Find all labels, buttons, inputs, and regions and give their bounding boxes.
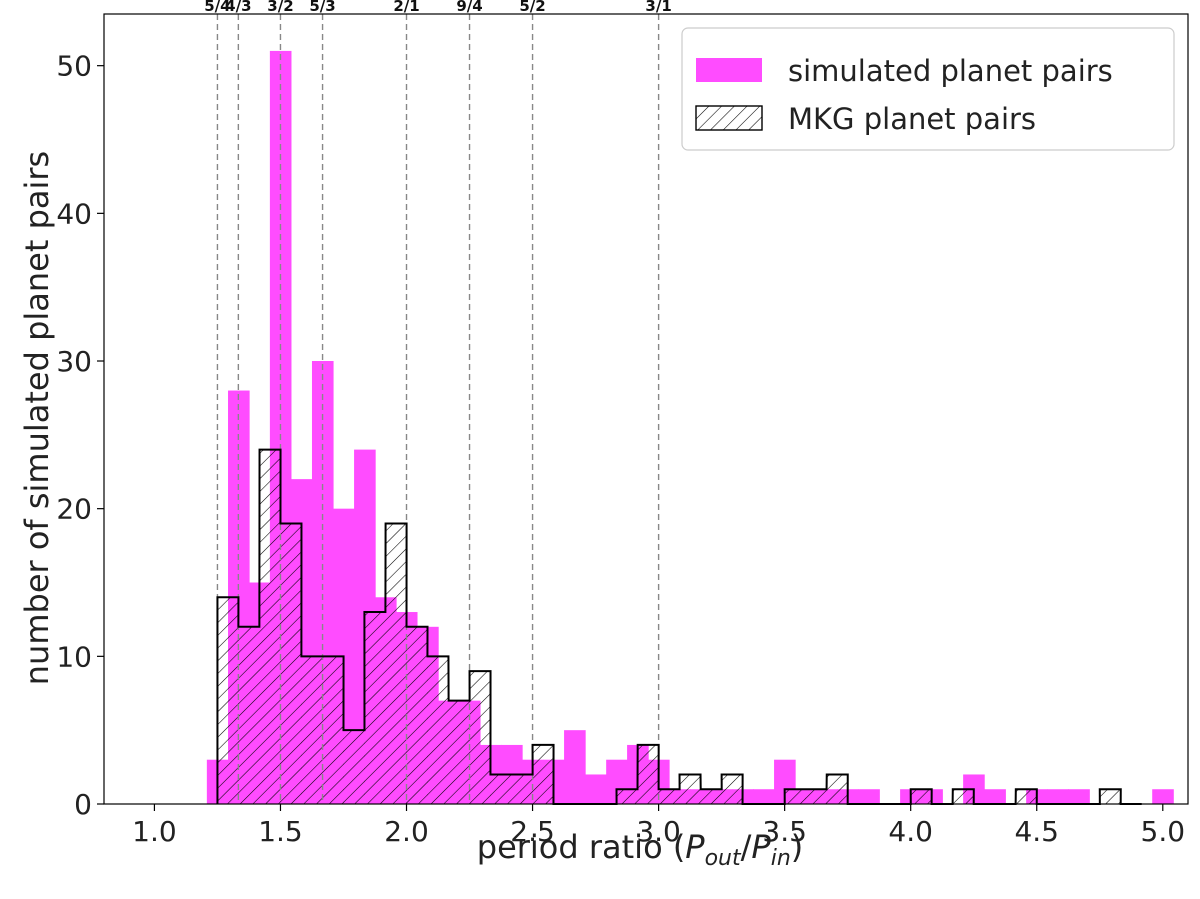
simulated-bar [1152, 789, 1174, 804]
x-tick-label: 2.0 [384, 815, 429, 848]
simulated-bar [564, 730, 586, 804]
y-tick-label: 10 [56, 640, 92, 673]
resonance-lines-group [216, 14, 660, 804]
mkg-bar [301, 656, 323, 804]
mkg-bar [364, 612, 386, 804]
mkg-bar [679, 774, 701, 804]
mkg-bar [1099, 789, 1122, 804]
resonance-label: 4/3 [225, 0, 251, 15]
y-tick-label: 40 [56, 197, 92, 230]
mkg-bar [406, 626, 428, 804]
x-tick-label: 2.5 [510, 815, 555, 848]
legend-swatch-simulated [696, 58, 762, 82]
simulated-bar [584, 774, 607, 804]
mkg-bar [217, 597, 239, 804]
mkg-bar [952, 789, 975, 804]
mkg-bar [511, 774, 533, 804]
resonance-label: 5/2 [519, 0, 545, 15]
resonance-label: 3/2 [267, 0, 293, 15]
mkg-bar [532, 744, 554, 804]
legend-frame [681, 27, 1175, 151]
mkg-bar [490, 774, 512, 804]
x-tick-label: 4.0 [888, 815, 933, 848]
mkg-bar [700, 789, 723, 804]
y-tick-label: 20 [56, 493, 92, 526]
mkg-bar [427, 656, 449, 804]
simulated-bar [984, 789, 1006, 804]
legend-label-simulated: simulated planet pairs [788, 54, 1113, 88]
mkg-bar [469, 671, 491, 804]
mkg-bar [658, 789, 680, 804]
resonance-label: 5/3 [309, 0, 335, 15]
mkg-bar [805, 789, 827, 804]
x-tick-label: 4.5 [1014, 815, 1059, 848]
y-tick-label: 0 [74, 788, 92, 821]
mkg-bar [721, 774, 743, 804]
resonance-label: 2/1 [393, 0, 419, 15]
mkg-bar [322, 656, 344, 804]
mkg-bar [826, 774, 849, 804]
simulated-bar [1047, 789, 1069, 804]
mkg-bar [910, 789, 932, 804]
x-tick-label: 1.0 [132, 815, 177, 848]
y-axis-label: number of simulated planet pairs [18, 151, 56, 685]
mkg-bar [238, 626, 260, 804]
mkg-bar [259, 449, 281, 804]
x-tick-label: 3.0 [636, 815, 681, 848]
resonance-labels-group: 5/44/3 3/2 5/3 2/1 9/4 5/2 3/1 [204, 0, 672, 15]
x-tick-label: 3.5 [762, 815, 807, 848]
simulated-bar [858, 789, 880, 804]
mkg-bar [616, 789, 638, 804]
mkg-bar [280, 523, 302, 804]
axes-frame [103, 13, 1189, 805]
mkg-hatch-group [217, 449, 1122, 804]
legend-swatch-mkg [695, 105, 763, 131]
resonance-label: 3/1 [645, 0, 671, 15]
y-axis-ticks: 0 10 20 30 40 50 [56, 50, 104, 821]
y-tick-label: 30 [56, 345, 92, 378]
x-axis-ticks: 1.0 1.5 2.0 2.5 3.0 3.5 4.0 4.5 5.0 [132, 804, 1185, 848]
mkg-bar [637, 744, 659, 804]
mkg-bar [343, 730, 365, 804]
mkg-bar [784, 789, 806, 804]
legend: simulated planet pairs MKG planet pairs [681, 27, 1175, 151]
y-tick-label: 50 [56, 50, 92, 83]
mkg-bar [385, 523, 407, 804]
simulated-bar [1068, 789, 1090, 804]
mkg-bar [448, 700, 470, 804]
resonance-label: 9/4 [456, 0, 482, 15]
legend-label-mkg: MKG planet pairs [788, 102, 1036, 136]
simulated-bar [753, 789, 775, 804]
mkg-bar [1015, 789, 1038, 804]
x-tick-label: 5.0 [1141, 815, 1186, 848]
x-tick-label: 1.5 [258, 815, 303, 848]
resonance-label: 5/4 [204, 0, 230, 15]
x-axis-label: period ratio (Pout/Pin) [477, 828, 804, 871]
